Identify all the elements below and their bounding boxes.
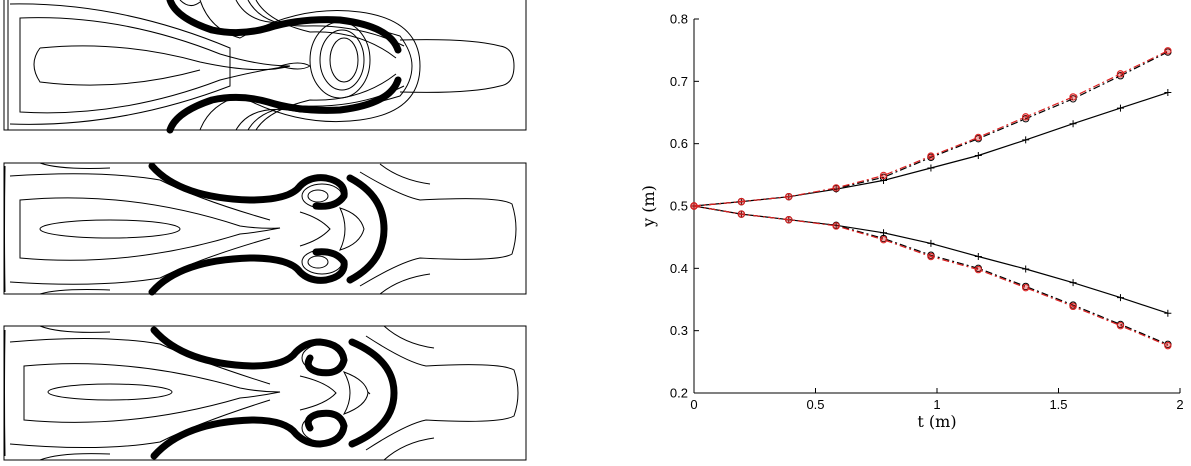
- chart-axes: 0 0.5 1 1.5 2 0.2 0.3 0.4 0.5 0.6 0.7 0.8: [670, 12, 1184, 413]
- data-point: [1164, 89, 1172, 97]
- series-line: [693, 51, 1169, 207]
- x-tick-label: 2: [1176, 397, 1183, 412]
- data-point: [832, 184, 840, 192]
- line-chart: 0 0.5 1 1.5 2 0.2 0.3 0.4 0.5 0.6 0.7 0.8 t (m) y (…: [639, 12, 1184, 432]
- contour-panel-2: [3, 162, 527, 296]
- x-tick-label: 1.5: [1049, 397, 1067, 412]
- y-tick-label: 0.3: [670, 323, 688, 338]
- data-point: [1069, 302, 1077, 311]
- data-point: [879, 173, 888, 182]
- data-point: [737, 210, 746, 218]
- data-point: [832, 222, 840, 230]
- data-point: [1069, 93, 1077, 101]
- data-point: [1022, 265, 1030, 273]
- series-line: [693, 50, 1169, 207]
- series-5: [690, 47, 1172, 210]
- contour-panel-3: [3, 325, 527, 461]
- x-tick-label: 1: [933, 397, 940, 412]
- data-point: [974, 252, 982, 260]
- x-tick-label: 0.5: [806, 397, 824, 412]
- series-1: [690, 89, 1172, 210]
- series-line: [693, 92, 1168, 207]
- data-point: [1021, 115, 1030, 123]
- data-point: [1021, 113, 1030, 121]
- y-tick-label: 0.8: [670, 12, 688, 27]
- contour-panel-1: [3, 0, 527, 134]
- chart-series: [690, 47, 1172, 350]
- data-point: [1022, 136, 1030, 144]
- data-point: [1069, 120, 1077, 128]
- y-tick-label: 0.4: [670, 261, 688, 276]
- data-point: [1116, 104, 1124, 112]
- data-point: [1164, 47, 1172, 55]
- panel-3-frame: [3, 325, 527, 461]
- data-point: [1021, 283, 1030, 292]
- data-point: [737, 197, 746, 206]
- data-point: [1116, 70, 1125, 78]
- y-tick-label: 0.6: [670, 136, 688, 151]
- data-point: [785, 192, 793, 201]
- data-point: [1164, 309, 1172, 317]
- data-point: [1069, 279, 1077, 287]
- data-point: [690, 202, 698, 210]
- x-axis-label: t (m): [917, 412, 956, 431]
- series-line: [693, 205, 1169, 347]
- data-point: [879, 235, 888, 244]
- data-point: [927, 152, 935, 160]
- data-point: [1164, 341, 1172, 350]
- data-point: [1116, 294, 1124, 302]
- y-tick-label: 0.7: [670, 74, 688, 89]
- data-point: [785, 216, 793, 224]
- data-point: [879, 171, 888, 180]
- data-point: [927, 239, 935, 247]
- series-3: [690, 48, 1172, 210]
- series-6: [690, 202, 1172, 350]
- x-tick-label: 0: [690, 397, 697, 412]
- y-axis-label: y (m): [639, 185, 658, 228]
- data-point: [974, 265, 983, 274]
- data-point: [927, 164, 935, 172]
- data-point: [974, 152, 982, 160]
- contour-panels: [3, 0, 527, 461]
- y-tick-label: 0.2: [670, 386, 688, 401]
- series-4: [690, 202, 1172, 349]
- series-line: [693, 205, 1169, 345]
- data-point: [927, 252, 935, 261]
- data-point: [974, 133, 983, 142]
- data-point: [1116, 321, 1125, 330]
- y-tick-label: 0.5: [670, 199, 688, 214]
